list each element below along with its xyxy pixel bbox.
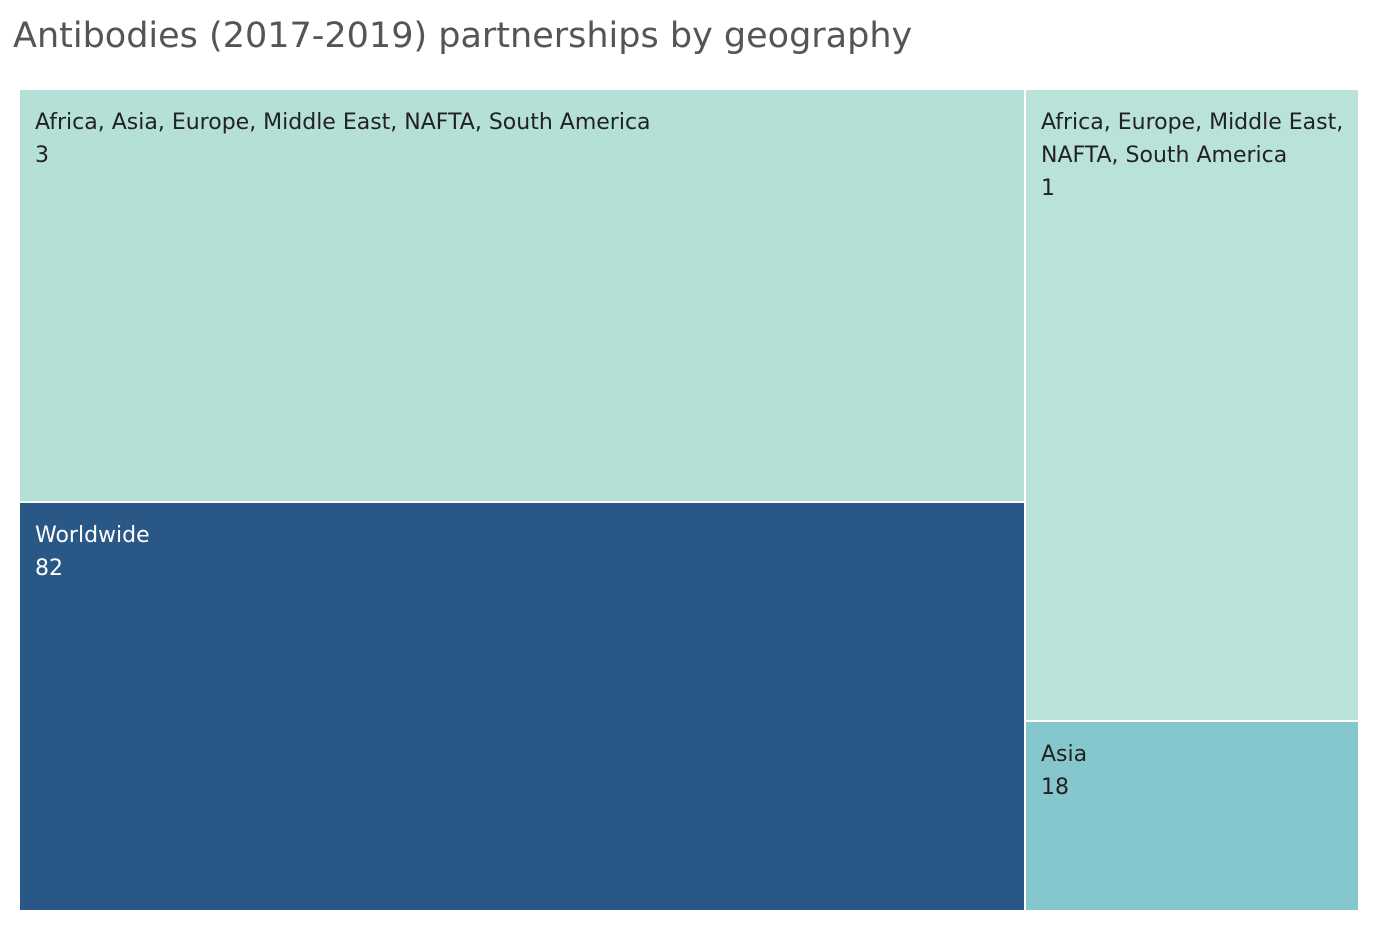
tile-text: Asia 18 [1041,738,1346,804]
tile-value: 3 [35,143,49,168]
tile-text: Worldwide 82 [35,519,1012,585]
treemap-tile: Asia 18 [1026,722,1358,910]
tile-label: Africa, Asia, Europe, Middle East, NAFTA… [35,110,651,135]
treemap-tile: Africa, Europe, Middle East, NAFTA, Sout… [1026,90,1358,720]
tile-label: Asia [1041,742,1088,767]
tile-text: Africa, Asia, Europe, Middle East, NAFTA… [35,106,1012,172]
tile-value: 18 [1041,775,1069,800]
treemap-tile: Worldwide 82 [20,503,1024,910]
chart-title: Antibodies (2017-2019) partnerships by g… [13,16,913,56]
treemap-tile: Africa, Asia, Europe, Middle East, NAFTA… [20,90,1024,501]
tile-text: Africa, Europe, Middle East, NAFTA, Sout… [1041,106,1346,205]
tile-value: 1 [1041,176,1055,201]
tile-label: Worldwide [35,523,150,548]
tile-label: Africa, Europe, Middle East, NAFTA, Sout… [1041,110,1344,168]
tile-value: 82 [35,556,63,581]
